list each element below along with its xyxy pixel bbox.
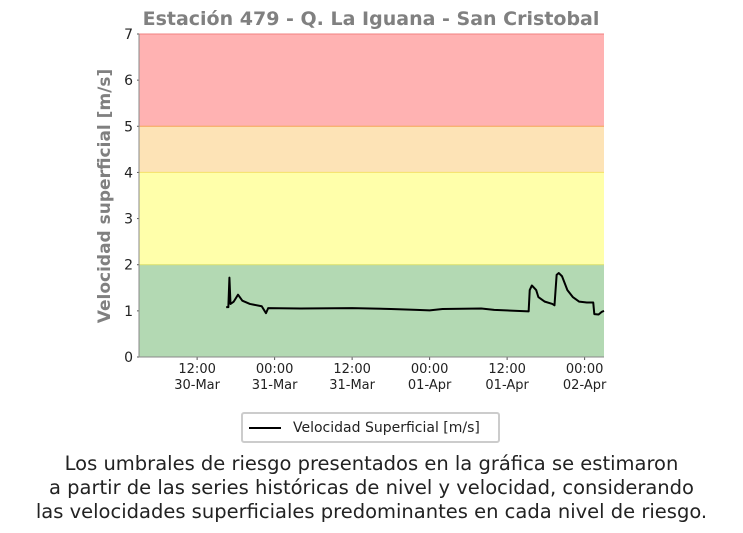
caption: Los umbrales de riesgo presentados en la… — [0, 452, 743, 524]
risk-band — [139, 264, 604, 357]
risk-band — [139, 172, 604, 265]
x-tick-label: 00:00 02-Apr — [562, 362, 607, 393]
y-tick-label: 1 — [124, 304, 133, 320]
y-tick-label: 6 — [124, 73, 133, 89]
x-tick-label: 00:00 01-Apr — [407, 362, 452, 393]
y-tick-label: 7 — [124, 27, 133, 43]
y-tick-label: 0 — [124, 350, 133, 366]
x-tick-label: 12:00 01-Apr — [485, 362, 529, 393]
data-line — [226, 272, 605, 316]
y-tick-label: 4 — [124, 165, 133, 181]
x-tick-label: 12:00 31-Mar — [329, 362, 375, 393]
y-tick-label: 5 — [124, 119, 133, 135]
y-tick-label: 3 — [124, 212, 133, 228]
caption-line: a partir de las series históricas de niv… — [49, 476, 694, 499]
caption-line: las velocidades superficiales predominan… — [35, 500, 708, 523]
x-tick-label: 00:00 31-Mar — [251, 362, 298, 393]
risk-band — [139, 34, 604, 127]
y-tick-label: 2 — [124, 258, 133, 274]
caption-line: Los umbrales de riesgo presentados en la… — [64, 452, 679, 475]
risk-band — [139, 126, 604, 173]
y-axis-label: Velocidad superficial [m/s] — [95, 69, 115, 324]
x-tick-label: 12:00 30-Mar — [174, 362, 220, 393]
chart-title: Estación 479 - Q. La Iguana - San Cristo… — [143, 8, 600, 30]
legend-swatch — [249, 426, 281, 429]
legend: Velocidad Superficial [m/s] — [241, 412, 500, 443]
legend-label: Velocidad Superficial [m/s] — [293, 419, 480, 436]
